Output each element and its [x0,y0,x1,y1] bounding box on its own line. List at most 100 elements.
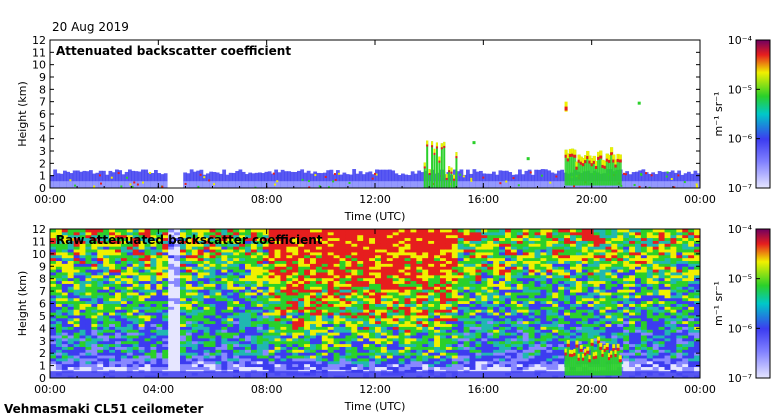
surface-cell [492,181,496,188]
noise-cell [499,277,506,282]
noise-cell [61,237,69,241]
noise-cell [510,251,518,256]
noise-cell [239,231,246,236]
noise-cell [67,263,75,267]
noise-cell [132,346,140,350]
noise-cell [197,314,205,319]
noise-cell [268,277,276,282]
noise-cell [144,360,151,365]
noise-cell [191,312,199,316]
rain-streak-core [450,171,453,174]
noise-cell [280,269,287,273]
boundary-layer-cell [560,169,565,188]
noise-cell [150,254,157,259]
noise-cell [345,280,352,284]
noise-cell [120,335,128,339]
noise-cell [126,229,134,233]
noise-cell [191,349,199,353]
noise-cell [215,306,222,310]
noise-cell [469,346,476,350]
noise-cell [481,337,488,342]
noise-cell [298,240,305,244]
noise-cell [315,357,323,362]
noise-cell [528,369,536,373]
noise-cell [310,240,317,244]
noise-cell [451,269,459,273]
noise-cell [416,300,423,304]
noise-cell [440,317,447,322]
noise-cell [369,357,376,362]
noise-cell [268,309,276,313]
noise-cell [197,320,205,325]
noise-cell [61,254,69,259]
noise-cell [215,237,222,241]
noise-cell [416,355,423,359]
noise-cell [233,369,240,373]
noise-cell [185,271,193,276]
noise-cell [67,363,75,368]
noise-cell [245,280,252,284]
noise-cell [109,340,116,345]
noise-cell [120,300,128,304]
noise-cell [109,357,116,362]
noise-cell [245,260,252,264]
noise-cell [97,297,104,302]
noise-cell [162,300,169,304]
noise-cell [493,277,500,282]
surface-cell [677,181,682,188]
noise-cell [120,357,128,362]
noise-cell [292,294,299,299]
noise-cell [445,300,453,304]
noise-cell [250,231,258,236]
noise-cell [85,335,92,339]
noise-cell [422,294,429,299]
noise-cell [380,249,388,253]
noise-cell [487,340,494,345]
noise-cell [333,369,341,373]
noise-cell [97,355,104,359]
noise-cell [434,317,441,322]
noise-cell [481,360,488,365]
noise-cell [481,260,488,264]
noise-cell [150,289,157,293]
noise-cell [274,360,281,365]
noise-cell [67,254,75,259]
boundary-layer-cell [274,169,279,188]
noise-cell [174,309,181,313]
noise-cell [191,320,199,325]
noise-cell [227,335,234,339]
noise-cell [375,243,382,247]
noise-cell [469,335,476,339]
noise-cell [286,306,293,310]
noise-cell [451,243,459,247]
noise-cell [239,240,246,244]
noise-cell [150,369,157,373]
noise-cell [245,335,252,339]
noise-cell [345,294,352,299]
boundary-layer-cell [472,169,477,188]
noise-cell [144,355,151,359]
noise-cell [67,260,75,264]
noise-cell [404,297,411,302]
noise-cell [174,254,181,259]
noise-cell [351,320,358,325]
noise-cell [369,269,376,273]
noise-cell [268,312,276,316]
speck [529,171,532,174]
noise-cell [505,320,512,325]
noise-cell [292,317,299,322]
noise-cell [416,340,423,345]
noise-cell [440,355,447,359]
noise-cell [268,246,276,250]
noise-cell [369,312,376,316]
boundary-layer-cell [524,170,529,188]
noise-cell [398,254,406,259]
noise-cell [215,249,222,253]
noise-cell [144,320,151,325]
noise-cell [256,280,264,284]
noise-cell [97,346,104,350]
noise-cell [528,254,536,259]
noise-cell [392,240,400,244]
noise-cell [150,357,157,362]
noise-cell [91,231,98,236]
